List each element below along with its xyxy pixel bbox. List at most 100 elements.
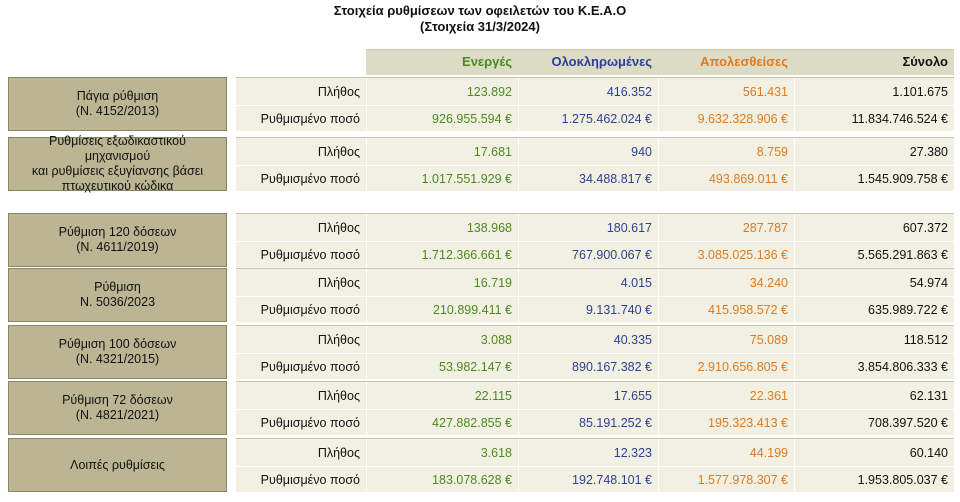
completed-value: 1.275.462.024 € [561, 111, 652, 126]
regulation-label: Ρύθμιση Ν. 5036/2023 [8, 268, 227, 322]
regulation-label-text: Ρύθμιση 100 δόσεων (Ν. 4321/2015) [58, 337, 177, 366]
active-value: 17.681 [473, 145, 512, 159]
total-value: 11.834.746.524 € [851, 111, 948, 126]
lost-value: 9.632.328.906 € [697, 111, 788, 126]
table-row: Πλήθος 3.088 40.335 75.089 118.512 [236, 327, 954, 353]
lost-value: 3.085.025.136 € [697, 247, 788, 262]
regulation-data-block: Πλήθος 17.681 940 8.759 27.380 Ρυθμισμένο ποσ… [236, 137, 954, 192]
table-row: Ρυθμισμένο ποσό 210.899.411 € 9.131.740 € 4… [236, 296, 954, 322]
active-value: 926.955.594 € [432, 111, 512, 126]
lost-value: 195.323.413 € [708, 415, 788, 430]
regulation-label-text: Πάγια ρύθμιση (Ν. 4152/2013) [75, 89, 160, 118]
row-label: Ρυθμισμένο ποσό [260, 359, 360, 374]
row-label: Πλήθος [317, 333, 360, 347]
total-value: 607.372 [902, 221, 948, 235]
completed-value: 40.335 [613, 333, 652, 347]
lost-value: 22.361 [749, 389, 788, 403]
table-row: Πλήθος 138.968 180.617 287.787 607.372 [236, 215, 954, 241]
total-value: 1.545.909.758 € [857, 171, 948, 186]
regulation-label: Ρύθμιση 120 δόσεων (Ν. 4611/2019) [8, 213, 227, 267]
active-value: 3.618 [480, 446, 512, 460]
regulation-data-block: Πλήθος 3.618 12.323 44.199 60.140 Ρυθμισμένο … [236, 438, 954, 493]
row-label: Ρυθμισμένο ποσό [260, 247, 360, 262]
lost-value: 44.199 [749, 446, 788, 460]
regulation-data-block: Πλήθος 3.088 40.335 75.089 118.512 Ρυθμισμένο… [236, 325, 954, 380]
regulation-label: Πάγια ρύθμιση (Ν. 4152/2013) [8, 77, 227, 131]
row-label: Ρυθμισμένο ποσό [260, 472, 360, 487]
completed-value: 34.488.817 € [579, 171, 652, 186]
active-value: 53.982.147 € [439, 359, 512, 374]
regulation-data-block: Πλήθος 22.115 17.655 22.361 62.131 Ρυθμισμένο… [236, 381, 954, 436]
row-label: Ρυθμισμένο ποσό [260, 111, 360, 126]
active-value: 22.115 [474, 389, 512, 403]
lost-value: 2.910.656.805 € [697, 359, 788, 374]
total-value: 708.397.520 € [868, 415, 948, 430]
table-row: Πλήθος 3.618 12.323 44.199 60.140 [236, 440, 954, 466]
table-row: Πλήθος 22.115 17.655 22.361 62.131 [236, 383, 954, 409]
active-value: 1.712.366.661 € [421, 247, 512, 262]
completed-value: 940 [631, 145, 652, 159]
table-row: Ρυθμισμένο ποσό 183.078.628 € 192.748.101 … [236, 466, 954, 492]
regulation-label: Ρυθμίσεις εξωδικαστικού μηχανισμού και ρ… [8, 134, 227, 193]
total-value: 118.512 [903, 333, 948, 347]
table-row: Πλήθος 17.681 940 8.759 27.380 [236, 139, 954, 165]
active-value: 210.899.411 € [432, 302, 512, 317]
active-value: 427.882.855 € [432, 415, 512, 430]
lost-value: 561.431 [742, 85, 788, 99]
table-row: Ρυθμισμένο ποσό 1.712.366.661 € 767.900.06… [236, 241, 954, 267]
table-row: Ρυθμισμένο ποσό 926.955.594 € 1.275.462.02… [236, 105, 954, 131]
regulation-label-text: Ρύθμιση Ν. 5036/2023 [79, 280, 156, 309]
completed-value: 416.352 [606, 85, 652, 99]
completed-value: 192.748.101 € [572, 472, 652, 487]
row-label: Πλήθος [317, 85, 360, 99]
lost-value: 287.787 [742, 221, 788, 235]
table-row: Ρυθμισμένο ποσό 53.982.147 € 890.167.382 €… [236, 353, 954, 379]
total-value: 27.380 [909, 145, 948, 159]
active-value: 138.968 [466, 221, 512, 235]
page-title: Στοιχεία ρυθμίσεων των οφειλετών του Κ.Ε… [333, 3, 627, 18]
completed-value: 767.900.067 € [572, 247, 652, 262]
completed-value: 85.191.252 € [579, 415, 652, 430]
row-label: Πλήθος [317, 276, 360, 290]
table-row: Ρυθμισμένο ποσό 427.882.855 € 85.191.252 €… [236, 409, 954, 435]
row-label: Ρυθμισμένο ποσό [260, 171, 360, 186]
lost-value: 34.240 [749, 276, 788, 290]
column-header-completed: Ολοκληρωμένες [551, 54, 652, 69]
row-label: Πλήθος [317, 145, 360, 159]
completed-value: 890.167.382 € [572, 359, 652, 374]
row-label: Πλήθος [317, 389, 360, 403]
row-label: Πλήθος [317, 446, 360, 460]
regulation-label-text: Ρυθμίσεις εξωδικαστικού μηχανισμού και ρ… [31, 134, 204, 193]
active-value: 183.078.628 € [432, 472, 512, 487]
completed-value: 12.323 [613, 446, 652, 460]
table-row: Ρυθμισμένο ποσό 1.017.551.929 € 34.488.817… [236, 165, 954, 191]
regulation-label: Ρύθμιση 72 δόσεων (Ν. 4821/2021) [8, 381, 227, 435]
total-value: 1.101.675 [892, 85, 948, 99]
regulation-label: Ρύθμιση 100 δόσεων (Ν. 4321/2015) [8, 325, 227, 379]
completed-value: 17.655 [613, 389, 652, 403]
row-label: Πλήθος [317, 221, 360, 235]
lost-value: 415.958.572 € [708, 302, 788, 317]
active-value: 123.892 [466, 85, 512, 99]
regulation-data-block: Πλήθος 138.968 180.617 287.787 607.372 Ρυθμισ… [236, 213, 954, 268]
lost-value: 493.869.011 € [708, 171, 788, 186]
regulation-data-block: Πλήθος 16.719 4.015 34.240 54.974 Ρυθμισμένο … [236, 268, 954, 323]
column-header-lost: Απολεσθείσες [700, 54, 788, 69]
active-value: 3.088 [480, 333, 512, 347]
completed-value: 180.617 [606, 221, 652, 235]
column-header-total: Σύνολο [902, 54, 948, 69]
lost-value: 8.759 [756, 145, 788, 159]
regulation-label-text: Ρύθμιση 72 δόσεων (Ν. 4821/2021) [62, 393, 173, 422]
total-value: 62.131 [909, 389, 948, 403]
regulation-label-text: Ρύθμιση 120 δόσεων (Ν. 4611/2019) [58, 225, 177, 254]
regulation-label-text: Λοιπές ρυθμίσεις [70, 457, 165, 472]
total-value: 1.953.805.037 € [857, 472, 948, 487]
total-value: 5.565.291.863 € [857, 247, 948, 262]
table-row: Πλήθος 123.892 416.352 561.431 1.101.675 [236, 79, 954, 105]
total-value: 54.974 [909, 276, 948, 290]
lost-value: 75.089 [749, 333, 788, 347]
lost-value: 1.577.978.307 € [697, 472, 788, 487]
column-header-bar: Ενεργές Ολοκληρωμένες Απολεσθείσες Σύνολ… [366, 49, 954, 75]
column-header-active: Ενεργές [462, 54, 512, 69]
total-value: 3.854.806.333 € [857, 359, 948, 374]
